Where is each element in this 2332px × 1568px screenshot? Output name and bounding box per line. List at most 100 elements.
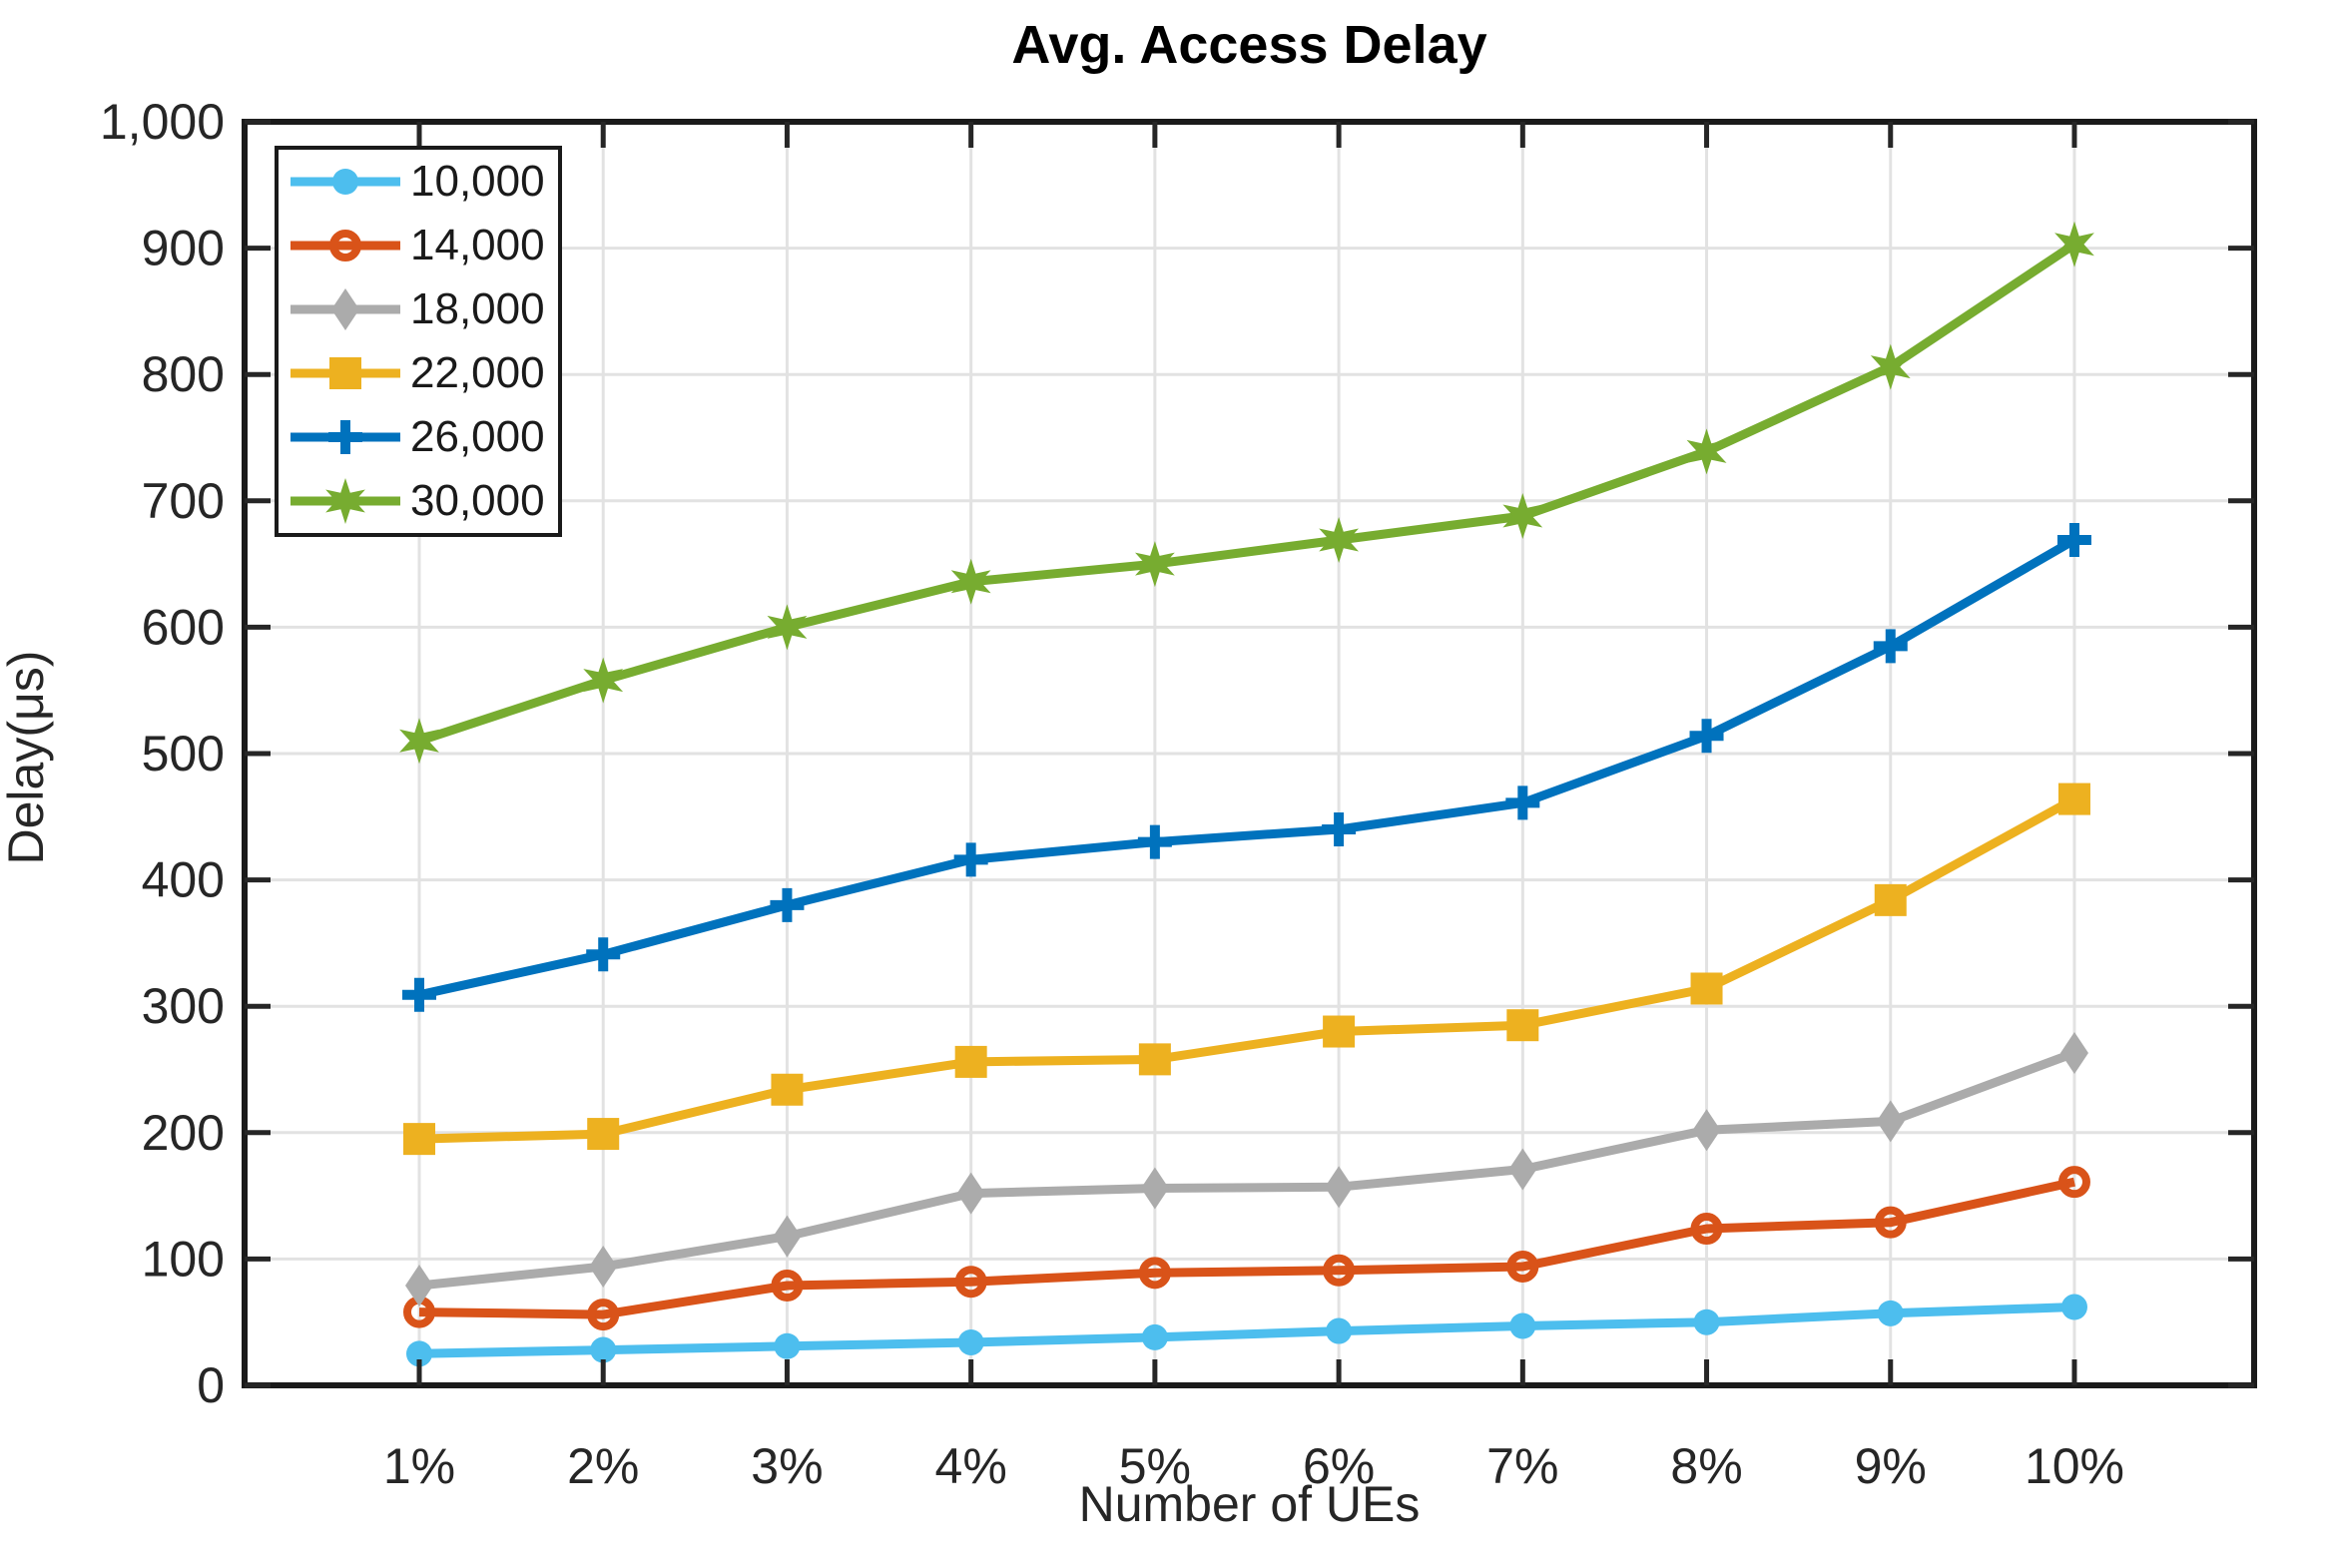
legend-entry: 18,000 [279,278,558,341]
data-point-marker [2054,221,2094,267]
y-tick-label: 0 [197,1357,225,1413]
data-point-marker [399,718,439,765]
y-tick-label: 400 [142,852,225,908]
data-point-marker [774,1332,801,1359]
chart-title: Avg. Access Delay [1011,15,1487,75]
data-point-marker [1692,1109,1721,1152]
legend-marker-square [291,357,400,389]
x-tick-label: 5% [1119,1438,1191,1494]
data-point-marker [771,1269,804,1302]
x-tick-label: 4% [935,1438,1007,1494]
data-point-marker [1693,1308,1720,1335]
data-point-marker [1506,1009,1539,1042]
legend-label: 26,000 [410,412,545,461]
data-point-marker [956,1172,985,1215]
legend-label: 22,000 [410,348,545,397]
data-point-marker [2059,1032,2088,1075]
data-point-marker [954,1266,987,1299]
data-point-marker [1326,1317,1353,1344]
legend-marker-circle-filled [291,169,400,195]
data-point-marker [1140,1167,1169,1210]
y-axis-label: Delay(μs) [0,650,54,865]
y-tick-label: 500 [142,726,225,782]
data-point-marker [1319,517,1359,563]
data-point-marker [1870,343,1911,390]
data-point-marker [1323,1015,1356,1048]
series-line-14000 [418,1177,2075,1319]
data-point-marker [950,558,991,605]
legend-entry: 10,000 [279,151,558,214]
series-line-10000 [418,1303,2075,1358]
x-tick-label: 7% [1486,1438,1558,1494]
y-tick-label: 900 [142,221,225,276]
data-point-marker [1323,1254,1356,1287]
data-point-marker [403,1123,435,1156]
data-point-marker [1686,428,1727,475]
legend-label: 30,000 [410,476,545,525]
data-point-marker [1690,1213,1723,1246]
x-tick-label: 6% [1303,1438,1375,1494]
data-point-marker [1138,1043,1171,1076]
data-point-marker [1135,541,1175,588]
y-tick-label: 600 [142,599,225,655]
y-tick-label: 800 [142,346,225,402]
legend-marker-plus [291,420,400,454]
legend-label: 10,000 [410,157,545,206]
data-point-marker [1506,1250,1539,1283]
x-axis-label: Number of UEs [1078,1476,1421,1532]
data-point-marker [589,1245,618,1288]
data-point-marker [1690,972,1723,1005]
data-point-marker [1141,1323,1168,1350]
x-tick-label: 2% [567,1438,639,1494]
data-point-marker [1874,1206,1907,1239]
y-tick-label: 200 [142,1105,225,1161]
y-tick-label: 700 [142,473,225,529]
data-point-marker [1877,1300,1904,1326]
data-point-marker [2060,1294,2087,1320]
data-point-marker [1138,1257,1171,1290]
legend-box: 10,000 14,000 18,000 22,000 26,000 30,000 [275,146,562,537]
series-line-26000 [418,536,2077,1000]
data-point-marker [1502,493,1543,539]
data-point-marker [1876,1100,1905,1143]
data-point-marker [406,1340,432,1367]
y-tick-label: 100 [142,1231,225,1287]
data-point-marker [1508,1148,1537,1191]
series-line-22000 [418,794,2077,1144]
data-point-marker [1325,1166,1354,1209]
legend-marker-hexagram [291,478,400,524]
data-point-marker [767,604,808,651]
x-tick-label: 3% [751,1438,823,1494]
data-point-marker [405,1264,433,1307]
data-point-marker [771,1073,804,1106]
legend-label: 18,000 [410,284,545,333]
data-point-marker [587,1299,620,1331]
data-point-marker [2057,783,2090,815]
legend-entry: 30,000 [279,470,558,533]
data-point-marker [1509,1312,1536,1339]
data-point-marker [2057,1166,2090,1199]
legend-entry: 22,000 [279,342,558,405]
legend-entry: 14,000 [279,215,558,277]
data-point-marker [957,1328,984,1355]
x-tick-label: 10% [2025,1438,2124,1494]
legend-marker-diamond [291,288,400,330]
legend-label: 14,000 [410,221,545,269]
x-tick-label: 8% [1670,1438,1742,1494]
y-tick-label: 300 [142,978,225,1034]
legend-marker-circle-open [291,230,400,261]
data-point-marker [773,1215,802,1258]
series-line-18000 [418,1048,2076,1291]
series-line-30000 [417,241,2077,746]
legend-entry: 26,000 [279,406,558,469]
data-point-marker [587,1118,620,1151]
data-point-marker [590,1336,617,1363]
x-tick-label: 1% [383,1438,455,1494]
data-point-marker [583,657,624,704]
x-tick-label: 9% [1855,1438,1927,1494]
data-point-marker [954,1045,987,1078]
y-tick-label: 1,000 [100,94,225,150]
data-point-marker [1874,883,1907,916]
